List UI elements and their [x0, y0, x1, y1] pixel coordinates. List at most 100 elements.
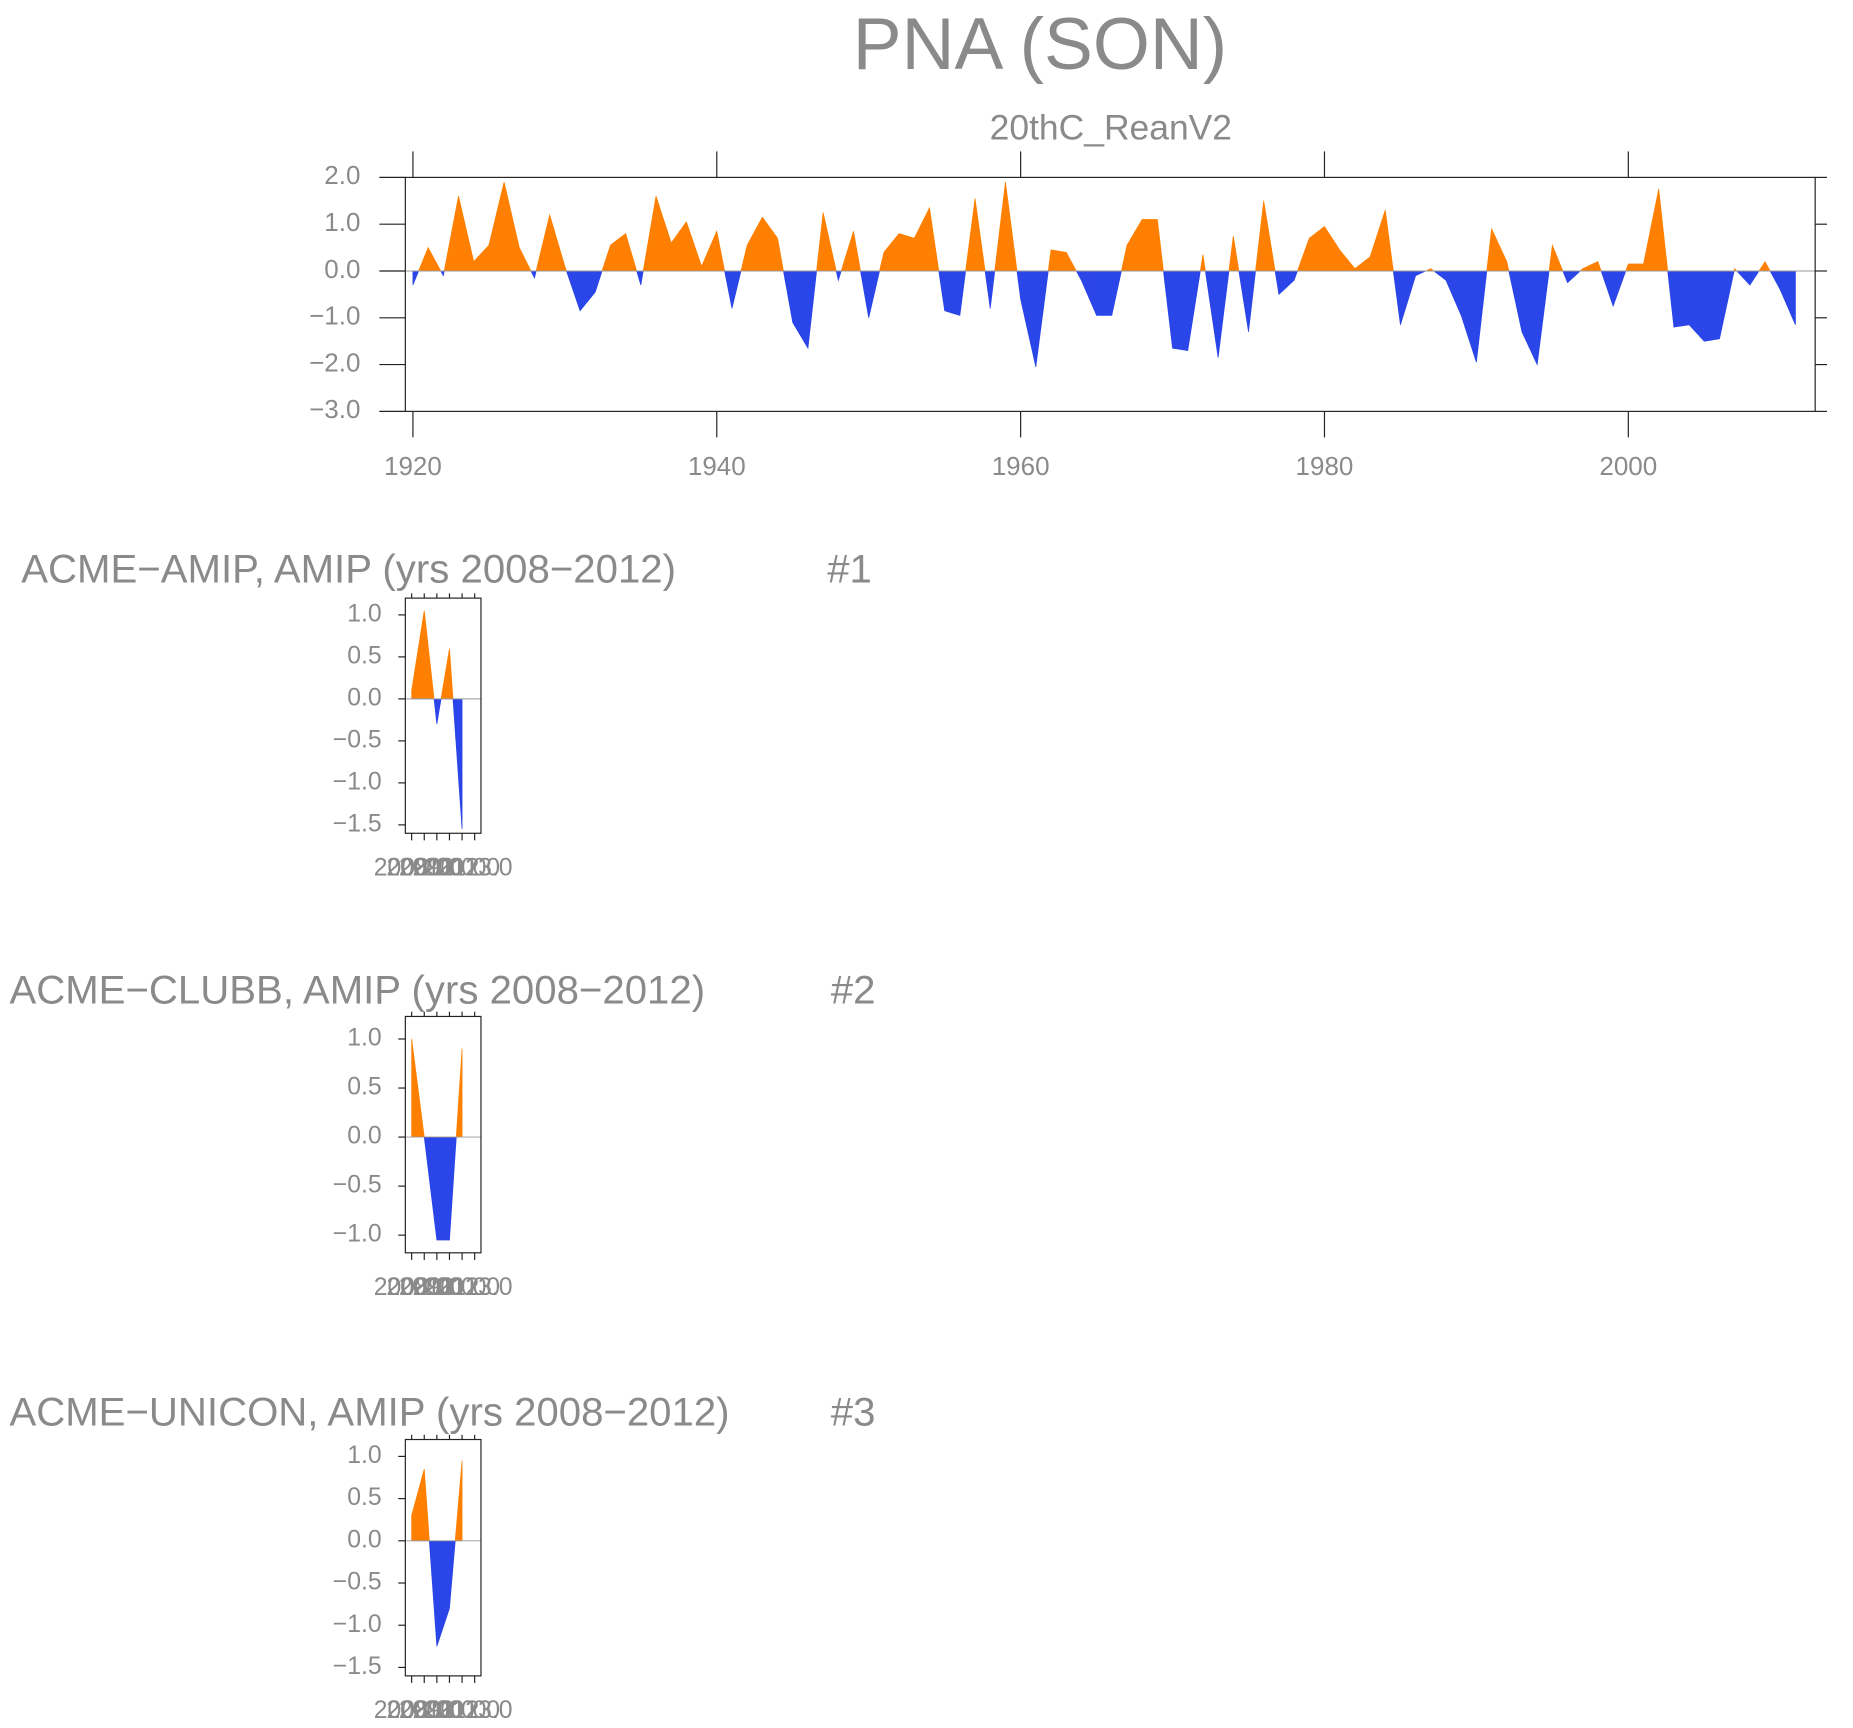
area-negative	[875, 270, 892, 286]
area-negative	[1073, 270, 1090, 299]
area-negative	[1574, 270, 1591, 277]
area-negative	[1240, 270, 1257, 332]
area-positive	[465, 228, 482, 271]
x-tick-label: 2008.0	[374, 1697, 450, 1724]
area-positive	[1149, 219, 1166, 271]
area-negative	[1225, 270, 1242, 297]
area-negative	[769, 270, 786, 281]
area-positive	[875, 241, 892, 271]
area-positive	[967, 198, 984, 271]
chart-title: ACME−CLUBB, AMIP (yrs 2008−2012)	[9, 967, 705, 1012]
area-positive	[1270, 247, 1287, 271]
x-tick-label: 2009.0	[386, 1274, 462, 1301]
area-positive	[663, 219, 680, 271]
area-negative	[1589, 270, 1606, 284]
area-negative	[799, 270, 816, 350]
y-tick-label: 1.0	[347, 1442, 381, 1469]
y-tick-label: 0.0	[324, 254, 360, 284]
area-positive	[982, 245, 999, 271]
plot-frame	[404, 1015, 482, 1254]
area-positive	[815, 212, 832, 271]
area-positive	[891, 233, 908, 271]
area-positive	[906, 222, 923, 271]
area-negative	[1696, 270, 1713, 342]
area-positive	[480, 213, 497, 271]
panel-number: #3	[831, 1389, 876, 1434]
area-positive	[1392, 267, 1409, 271]
x-tick-label: 2012.0	[424, 1697, 500, 1724]
area-positive	[455, 1460, 463, 1541]
area-negative	[435, 270, 452, 277]
panel-number: #1	[827, 547, 872, 592]
x-tick-label: 2013.0	[437, 1274, 513, 1301]
area-positive	[1134, 219, 1151, 271]
area-positive	[442, 648, 457, 699]
area-negative	[1392, 270, 1409, 325]
area-positive	[617, 232, 634, 271]
x-tick-label: 2010.0	[399, 854, 475, 881]
y-tick-label: −1.0	[333, 768, 382, 795]
area-negative	[412, 270, 421, 286]
x-tick-label: 2013.0	[437, 854, 513, 881]
area-negative	[1179, 270, 1196, 351]
area-negative	[1787, 270, 1796, 325]
area-negative	[936, 270, 953, 314]
x-tick-label: 2009.0	[386, 1697, 462, 1724]
area-positive	[845, 231, 862, 271]
y-tick-label: 2.0	[324, 160, 360, 190]
area-positive	[1544, 243, 1561, 271]
area-positive	[1043, 249, 1059, 271]
area-negative	[430, 1137, 444, 1241]
area-positive	[1301, 231, 1318, 271]
area-positive	[1194, 254, 1211, 271]
x-tick-label: 1940	[688, 451, 746, 481]
x-tick-label: 2000	[1599, 451, 1657, 481]
y-tick-label: 0.0	[347, 1526, 381, 1553]
area-negative	[1164, 270, 1181, 350]
area-positive	[1726, 267, 1743, 271]
x-tick-label: 2012.0	[424, 1274, 500, 1301]
area-negative	[1665, 270, 1682, 328]
area-negative	[815, 270, 832, 281]
area-negative	[1088, 270, 1105, 316]
area-positive	[1225, 235, 1242, 271]
y-tick-label: −1.0	[333, 1611, 382, 1638]
y-tick-label: −1.5	[333, 1653, 382, 1680]
y-tick-label: 1.0	[324, 207, 360, 237]
area-negative	[1453, 270, 1470, 339]
area-negative	[1544, 270, 1561, 305]
area-negative	[1514, 270, 1530, 349]
x-tick-label: 1960	[992, 451, 1050, 481]
area-negative	[1012, 270, 1029, 334]
area-positive	[411, 1038, 419, 1138]
area-positive	[556, 240, 573, 271]
y-tick-label: 0.0	[347, 1123, 381, 1150]
plot-frame	[404, 1438, 482, 1677]
area-positive	[1620, 263, 1637, 271]
area-positive	[693, 243, 710, 271]
area-positive	[997, 182, 1014, 271]
area-positive	[1574, 264, 1591, 271]
x-tick-label: 2010.0	[399, 1697, 475, 1724]
area-negative	[1270, 270, 1287, 296]
area-positive	[648, 196, 664, 271]
area-negative	[1529, 270, 1546, 366]
area-negative	[1681, 270, 1698, 334]
area-positive	[1331, 237, 1348, 271]
area-positive	[411, 650, 419, 699]
area-negative	[1438, 270, 1454, 299]
area-positive	[1665, 258, 1682, 271]
chart-title: ACME−UNICON, AMIP (yrs 2008−2012)	[9, 1389, 729, 1434]
area-positive	[1650, 189, 1667, 271]
area-negative	[1286, 270, 1303, 289]
area-negative	[1407, 270, 1424, 301]
area-negative	[1149, 270, 1166, 284]
area-negative	[1726, 270, 1743, 304]
area-positive	[1559, 263, 1576, 271]
area-negative	[442, 1540, 457, 1628]
area-negative	[724, 270, 740, 309]
y-tick-label: −0.5	[333, 1569, 382, 1596]
area-negative	[1194, 270, 1211, 307]
area-negative	[1741, 270, 1758, 286]
area-negative	[951, 270, 968, 316]
